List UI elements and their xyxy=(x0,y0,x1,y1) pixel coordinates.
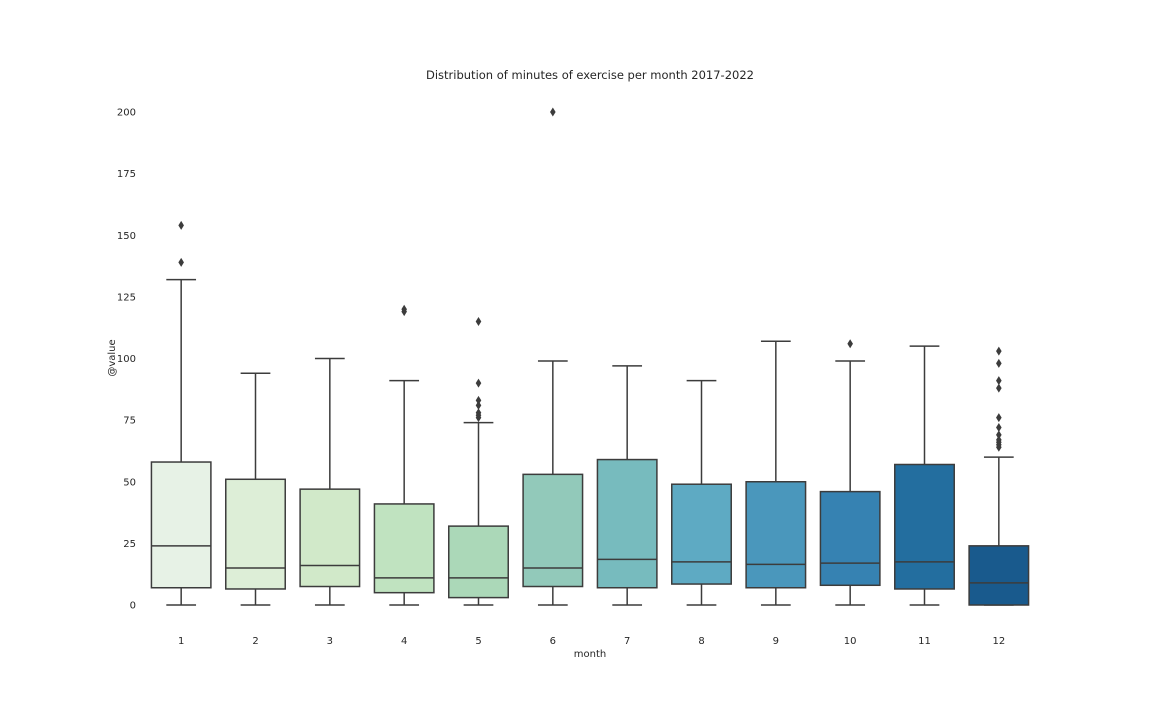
x-tick-label: 7 xyxy=(624,636,630,647)
box-month-5 xyxy=(448,317,509,606)
y-tick-label: 175 xyxy=(117,169,136,180)
box-month-2 xyxy=(225,372,286,606)
x-tick-label: 10 xyxy=(844,636,857,647)
outlier-point xyxy=(178,257,184,267)
x-tick-label: 2 xyxy=(252,636,258,647)
box-month-3 xyxy=(299,357,361,606)
x-tick-label: 12 xyxy=(992,636,1005,647)
outlier-point xyxy=(475,395,482,405)
y-tick-label: 125 xyxy=(117,292,136,303)
y-axis-label: @value xyxy=(107,339,118,376)
x-tick-label: 1 xyxy=(178,636,184,647)
outlier-point xyxy=(996,383,1002,393)
box-iqr xyxy=(819,490,881,587)
box-iqr xyxy=(968,545,1030,606)
x-tick-label: 4 xyxy=(401,636,407,647)
y-tick-label: 50 xyxy=(123,477,136,488)
y-tick-label: 200 xyxy=(117,108,136,119)
y-tick-labels: 0 25 50 75 100 125 150 175 200 xyxy=(117,108,136,612)
outlier-point xyxy=(475,408,482,418)
box-iqr xyxy=(299,488,361,588)
y-tick-label: 150 xyxy=(117,231,136,242)
box-iqr xyxy=(745,481,807,589)
outlier-point xyxy=(847,339,853,349)
y-tick-label: 75 xyxy=(123,416,136,427)
box-month-7 xyxy=(596,365,658,606)
box-month-12 xyxy=(968,346,1030,606)
box-month-4 xyxy=(373,304,435,606)
outlier-point xyxy=(996,346,1002,356)
x-tick-label: 5 xyxy=(475,636,481,647)
box-month-8 xyxy=(671,379,732,606)
box-month-1 xyxy=(150,220,212,606)
box-month-11 xyxy=(894,345,955,606)
x-tick-labels: 1 2 3 4 5 6 7 8 9 10 11 12 xyxy=(178,636,1005,647)
x-tick-label: 6 xyxy=(550,636,556,647)
x-tick-label: 3 xyxy=(327,636,333,647)
box-iqr xyxy=(448,525,509,599)
outlier-point xyxy=(475,400,482,410)
box-iqr xyxy=(894,463,955,590)
y-tick-label: 100 xyxy=(117,354,136,365)
x-tick-label: 8 xyxy=(698,636,704,647)
outlier-point xyxy=(178,220,184,230)
outlier-point xyxy=(550,107,556,117)
y-tick-label: 0 xyxy=(130,601,136,612)
outlier-point xyxy=(401,304,407,314)
outlier-point xyxy=(996,413,1002,423)
box-month-10 xyxy=(819,339,881,606)
y-tick-label: 25 xyxy=(123,539,136,550)
box-series xyxy=(150,107,1030,606)
box-iqr xyxy=(596,458,658,589)
outlier-point xyxy=(475,378,482,388)
box-iqr xyxy=(373,503,435,594)
box-iqr xyxy=(671,483,732,585)
box-month-9 xyxy=(745,340,807,606)
box-iqr xyxy=(150,461,212,589)
box-iqr xyxy=(522,473,584,588)
outlier-point xyxy=(475,317,482,327)
box-month-6 xyxy=(522,107,584,606)
outlier-point xyxy=(996,358,1002,368)
x-tick-label: 9 xyxy=(773,636,779,647)
outlier-point xyxy=(996,423,1002,433)
x-axis-label: month xyxy=(574,649,606,660)
box-iqr xyxy=(225,478,286,590)
outlier-point xyxy=(996,435,1002,445)
outlier-point xyxy=(996,376,1002,386)
outlier-point xyxy=(996,430,1002,440)
x-tick-label: 11 xyxy=(918,636,931,647)
chart-title: Distribution of minutes of exercise per … xyxy=(426,68,754,82)
